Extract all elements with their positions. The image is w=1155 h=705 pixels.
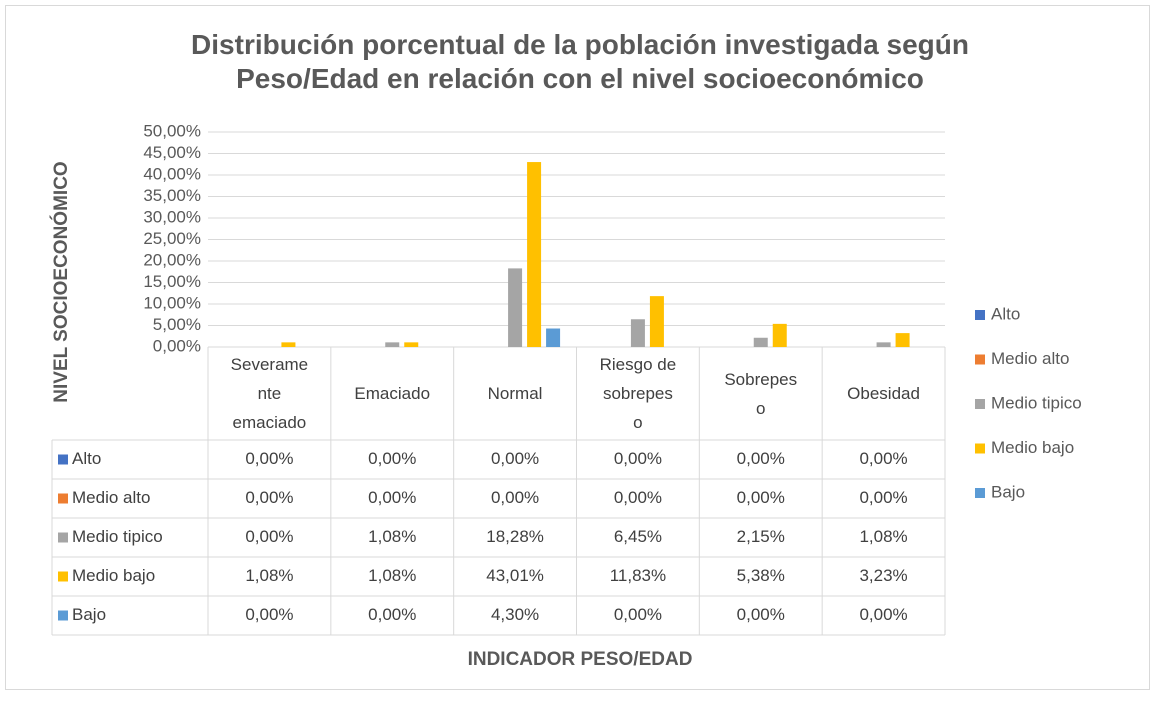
- table-value: 2,15%: [737, 527, 785, 546]
- table-value: 0,00%: [491, 449, 539, 468]
- x-tick-label: Obesidad: [847, 384, 920, 403]
- title-box: Distribución porcentual de la población …: [191, 29, 969, 94]
- table-value: 0,00%: [614, 488, 662, 507]
- category-header: Emaciado: [331, 347, 454, 440]
- category-cell: Riesgo de sobrepeso: [577, 347, 700, 440]
- x-axis-title: INDICADOR PESO/EDAD: [468, 649, 693, 670]
- table-value: 0,00%: [737, 488, 785, 507]
- table-value: 0,00%: [737, 605, 785, 624]
- bar: [281, 342, 296, 347]
- table-value: 1,08%: [368, 527, 416, 546]
- table-value: 0,00%: [245, 605, 293, 624]
- y-tick-label: 5,00%: [153, 315, 201, 334]
- y-tick-label: 20,00%: [143, 250, 201, 269]
- bar: [895, 333, 910, 347]
- category-cell: Obesidad: [822, 347, 945, 440]
- category-header: Normal: [454, 347, 577, 440]
- x-tick-label: Sobrepeso: [724, 369, 798, 418]
- category-header: Severamente emaciado: [208, 347, 331, 440]
- table-value: 1,08%: [368, 566, 416, 585]
- category-cell: Emaciado: [331, 347, 454, 440]
- legend-key: [975, 354, 985, 365]
- table-value: 0,00%: [859, 449, 907, 468]
- bar: [876, 342, 891, 347]
- y-tick-label: 35,00%: [143, 186, 201, 205]
- table-row-label: Medio tipico: [72, 527, 163, 546]
- table-value: 0,00%: [368, 605, 416, 624]
- category-header: Riesgo de sobrepeso: [577, 347, 700, 440]
- table-row-label: Bajo: [72, 605, 106, 624]
- y-axis-title: NIVEL SOCIOECONÓMICO: [50, 161, 72, 402]
- table-value: 18,28%: [486, 527, 544, 546]
- bar: [649, 296, 664, 347]
- table-value: 0,00%: [368, 449, 416, 468]
- table-value: 43,01%: [486, 566, 544, 585]
- bar: [404, 342, 419, 347]
- y-tick-label: 10,00%: [143, 293, 201, 312]
- table-legend-key: [58, 454, 68, 465]
- table-value: 6,45%: [614, 527, 662, 546]
- table-value: 0,00%: [859, 605, 907, 624]
- y-tick-label: 50,00%: [143, 121, 201, 140]
- x-tick-label: Severamente emaciado: [230, 355, 309, 432]
- y-tick-label: 45,00%: [143, 143, 201, 162]
- table-legend-key: [58, 610, 68, 621]
- legend-key: [975, 310, 985, 320]
- bar: [508, 268, 523, 347]
- table-value: 0,00%: [245, 488, 293, 507]
- table-value: 0,00%: [614, 605, 662, 624]
- legend-key: [975, 443, 985, 454]
- legend-key: [975, 399, 985, 409]
- bar: [630, 319, 645, 347]
- table-legend-key: [58, 571, 68, 582]
- category-cell: Sobrepeso: [699, 347, 822, 440]
- category-header: Obesidad: [822, 347, 945, 440]
- x-tick-label: Emaciado: [354, 384, 431, 403]
- legend-label: Alto: [991, 304, 1020, 323]
- table-value: 0,00%: [245, 449, 293, 468]
- x-tick-label: Riesgo de sobrepeso: [599, 355, 677, 432]
- chart-title: Distribución porcentual de la población …: [191, 29, 969, 94]
- table-value: 4,30%: [491, 605, 539, 624]
- table-value: 1,08%: [859, 527, 907, 546]
- table-value: 3,23%: [859, 566, 907, 585]
- category-header: Sobrepeso: [699, 347, 822, 440]
- bar: [385, 342, 400, 347]
- bar: [772, 323, 787, 347]
- table-value: 0,00%: [614, 449, 662, 468]
- table-value: 0,00%: [245, 527, 293, 546]
- category-cell: Severamente emaciado: [208, 347, 331, 440]
- table-row-label: Alto: [72, 449, 101, 468]
- y-tick-label: 0,00%: [153, 336, 201, 355]
- y-tick-label: 25,00%: [143, 229, 201, 248]
- table-row-label: Medio alto: [72, 488, 150, 507]
- legend-label: Bajo: [991, 482, 1025, 501]
- table-value: 0,00%: [859, 488, 907, 507]
- table-legend-key: [58, 493, 68, 504]
- bar: [753, 337, 768, 347]
- legend-label: Medio bajo: [991, 438, 1074, 457]
- table-value: 0,00%: [737, 449, 785, 468]
- table-value: 1,08%: [245, 566, 293, 585]
- y-tick-label: 40,00%: [143, 164, 201, 183]
- category-cell: Normal: [454, 347, 577, 440]
- bar: [527, 162, 542, 347]
- legend-key: [975, 488, 985, 498]
- table-value: 11,83%: [610, 566, 666, 585]
- table-legend-key: [58, 532, 68, 543]
- legend-label: Medio alto: [991, 349, 1069, 368]
- table-value: 0,00%: [491, 488, 539, 507]
- y-tick-label: 15,00%: [143, 272, 201, 291]
- table-value: 5,38%: [737, 566, 785, 585]
- legend-label: Medio tipico: [991, 393, 1082, 412]
- y-tick-label: 30,00%: [143, 207, 201, 226]
- x-tick-label: Normal: [487, 384, 543, 403]
- bar: [546, 328, 561, 347]
- table-row-label: Medio bajo: [72, 566, 155, 585]
- table-value: 0,00%: [368, 488, 416, 507]
